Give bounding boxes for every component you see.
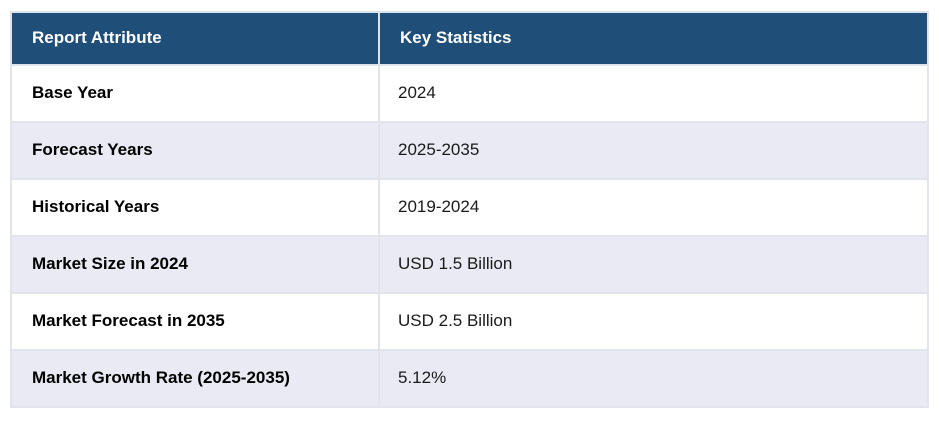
table-body: Base Year 2024 Forecast Years 2025-2035 … xyxy=(10,64,929,408)
attribute-cell: Market Size in 2024 xyxy=(10,235,380,294)
attribute-cell: Base Year xyxy=(10,64,380,123)
value-cell: USD 1.5 Billion xyxy=(378,235,929,294)
report-statistics-table: Report Attribute Key Statistics Base Yea… xyxy=(10,11,929,408)
table-row-market-forecast: Market Forecast in 2035 USD 2.5 Billion xyxy=(10,292,929,351)
table-header: Report Attribute Key Statistics xyxy=(10,11,929,66)
attribute-cell: Historical Years xyxy=(10,178,380,237)
header-cell-key-statistics: Key Statistics xyxy=(378,11,929,66)
value-cell: USD 2.5 Billion xyxy=(378,292,929,351)
value-cell: 2019-2024 xyxy=(378,178,929,237)
table-row-forecast-years: Forecast Years 2025-2035 xyxy=(10,121,929,180)
attribute-cell: Market Forecast in 2035 xyxy=(10,292,380,351)
value-cell: 2024 xyxy=(378,64,929,123)
table-row-historical-years: Historical Years 2019-2024 xyxy=(10,178,929,237)
value-cell: 5.12% xyxy=(378,349,929,408)
header-cell-report-attribute: Report Attribute xyxy=(10,11,380,66)
attribute-cell: Market Growth Rate (2025-2035) xyxy=(10,349,380,408)
attribute-cell: Forecast Years xyxy=(10,121,380,180)
table-row-market-size: Market Size in 2024 USD 1.5 Billion xyxy=(10,235,929,294)
table-header-row: Report Attribute Key Statistics xyxy=(10,11,929,66)
value-cell: 2025-2035 xyxy=(378,121,929,180)
table-row-market-growth-rate: Market Growth Rate (2025-2035) 5.12% xyxy=(10,349,929,408)
table-row-base-year: Base Year 2024 xyxy=(10,64,929,123)
